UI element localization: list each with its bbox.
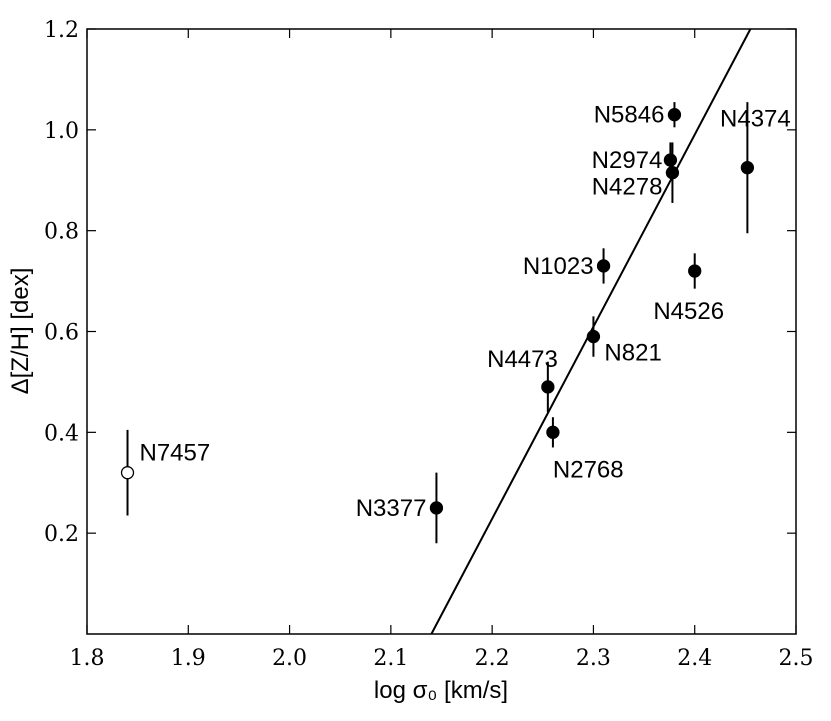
axis-ticks: 1.8 1.9 2.0 2.1 2.2 2.3 2.4 2.5 0.2 0.4 0.6 0.8 1.0 1… <box>44 18 814 671</box>
data-point <box>665 166 680 180</box>
data-point <box>546 425 560 439</box>
y-tick-label: 0.8 <box>44 220 79 245</box>
x-tick-label: 2.2 <box>475 646 510 671</box>
data-point <box>740 160 755 175</box>
data-point <box>120 466 135 480</box>
point-label: N7457 <box>140 440 211 467</box>
data-point <box>667 108 682 122</box>
y-tick-label: 0.6 <box>44 321 79 346</box>
x-tick-label: 2.4 <box>677 646 712 671</box>
plot-frame <box>86 28 797 635</box>
point-label: N4526 <box>653 298 724 325</box>
point-label: N821 <box>604 340 661 367</box>
y-tick-label: 1.0 <box>44 119 79 144</box>
data-point <box>688 264 702 278</box>
data-point <box>663 153 678 167</box>
point-label: N4374 <box>720 106 791 133</box>
x-tick-label: 1.9 <box>171 646 206 671</box>
point-label: N1023 <box>523 253 594 280</box>
data-point <box>429 501 444 515</box>
point-label: N2974 <box>592 147 663 174</box>
y-tick-label: 0.4 <box>44 421 79 446</box>
data-point <box>596 259 611 273</box>
x-tick-label: 2.5 <box>779 646 814 671</box>
x-tick-label: 2.0 <box>272 646 307 671</box>
data-point <box>541 380 555 394</box>
point-label: N3377 <box>356 495 427 522</box>
point-label: N5846 <box>594 102 665 129</box>
y-axis-label: Δ[Z/H] [dex] <box>7 268 34 395</box>
point-label: N4278 <box>592 174 663 201</box>
point-label: N4473 <box>487 346 558 373</box>
x-axis-label: log σ₀ [km/s] <box>374 677 508 704</box>
y-tick-label: 1.2 <box>44 18 79 43</box>
data-point <box>586 329 601 344</box>
x-tick-label: 2.3 <box>576 646 611 671</box>
y-tick-label: 0.2 <box>44 522 79 547</box>
x-tick-label: 1.8 <box>70 646 105 671</box>
point-label: N2768 <box>553 456 624 483</box>
x-tick-label: 2.1 <box>373 646 408 671</box>
